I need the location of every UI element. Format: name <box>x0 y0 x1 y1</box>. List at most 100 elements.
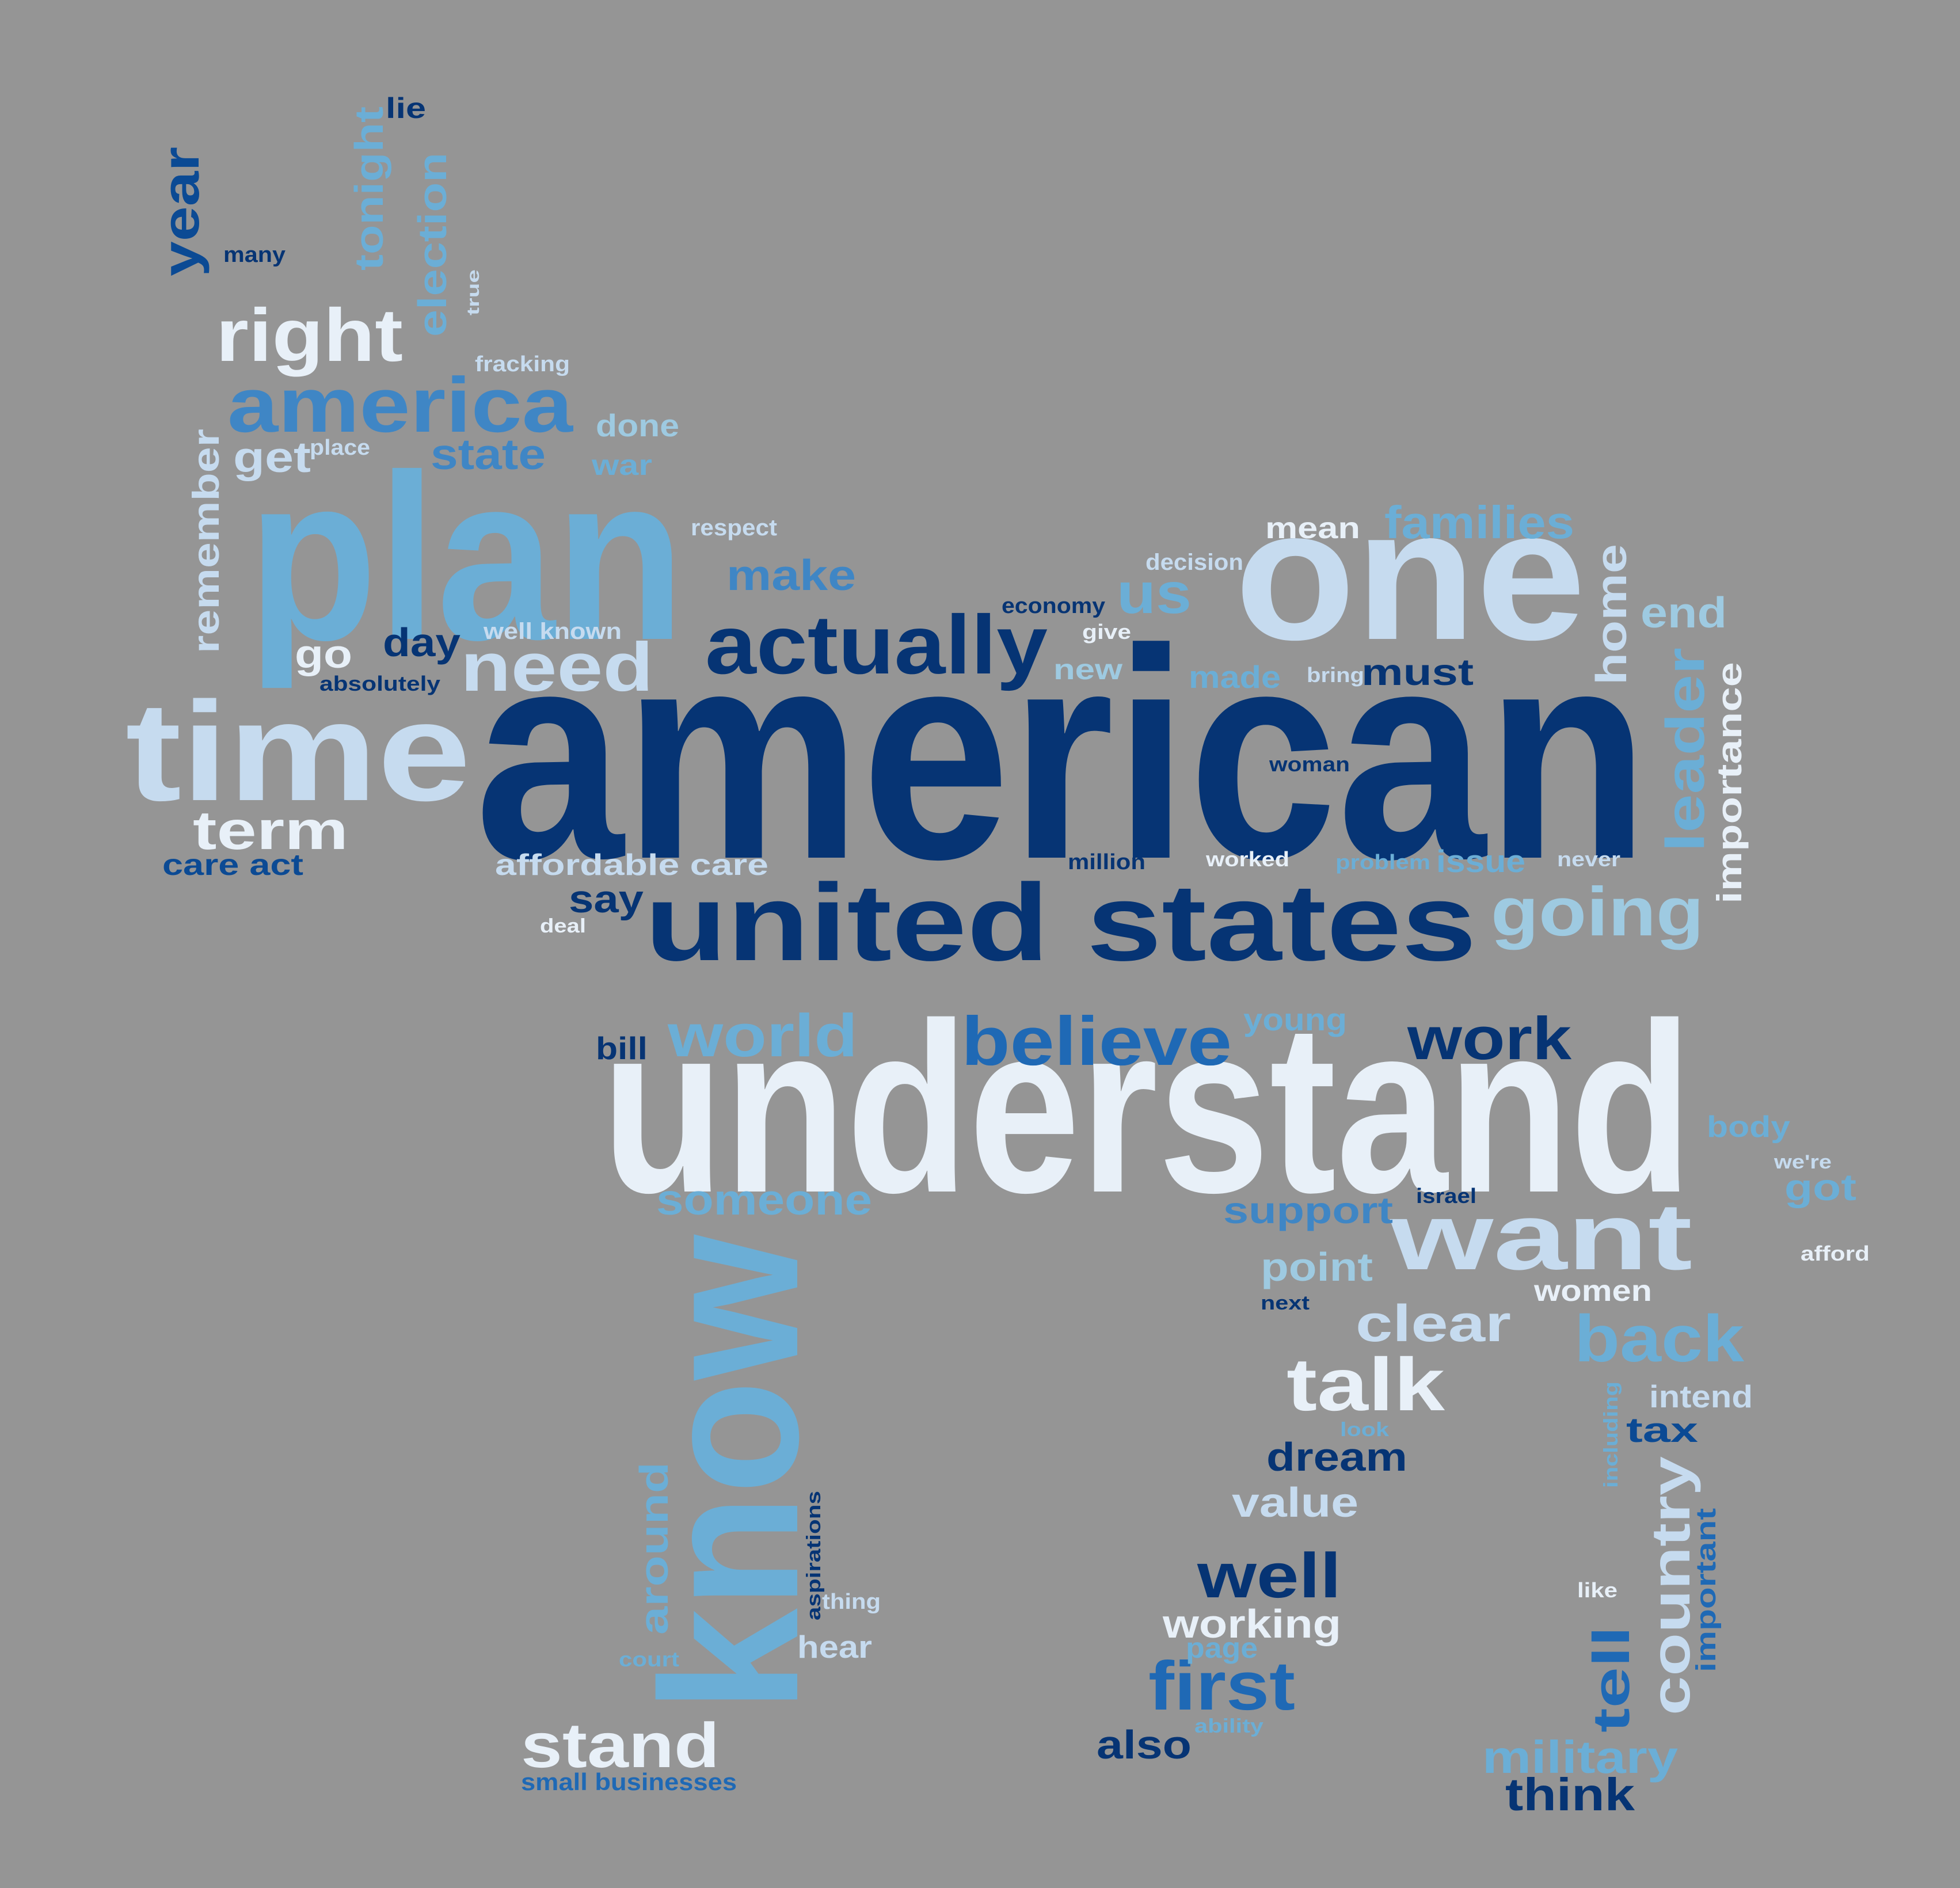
cloud-word-woman: woman <box>1269 752 1350 776</box>
cloud-word-say: say <box>569 877 644 921</box>
cloud-word-place: place <box>310 436 370 460</box>
cloud-word-we-re: we're <box>1773 1151 1832 1173</box>
cloud-word-one: one <box>1235 470 1586 679</box>
cloud-word-well: well <box>1197 1540 1341 1611</box>
cloud-word-decision: decision <box>1145 550 1243 575</box>
cloud-word-care-act: care act <box>162 848 303 882</box>
cloud-word-million: million <box>1068 850 1145 874</box>
cloud-word-right: right <box>216 293 403 377</box>
cloud-word-dream: dream <box>1266 1434 1407 1479</box>
cloud-word-israel: israel <box>1416 1184 1476 1208</box>
cloud-word-back: back <box>1574 1302 1745 1376</box>
cloud-word-mean: mean <box>1265 512 1360 545</box>
cloud-word-year: year <box>153 147 210 276</box>
cloud-word-small-businesses: small businesses <box>521 1768 737 1795</box>
cloud-word-time: time <box>125 672 471 830</box>
cloud-word-give: give <box>1082 620 1131 644</box>
cloud-word-tonight: tonight <box>347 106 391 271</box>
cloud-word-got: got <box>1784 1166 1856 1208</box>
cloud-word-hear: hear <box>797 1629 872 1665</box>
cloud-word-work: work <box>1407 1005 1572 1072</box>
cloud-word-value: value <box>1232 1480 1358 1526</box>
cloud-word-next: next <box>1261 1292 1310 1314</box>
cloud-word-young: young <box>1243 1002 1347 1037</box>
cloud-word-term: term <box>193 800 348 861</box>
cloud-word-look: look <box>1340 1419 1389 1441</box>
cloud-word-worked: worked <box>1205 847 1289 871</box>
cloud-word-around: around <box>631 1462 676 1635</box>
cloud-word-america: america <box>227 361 573 448</box>
cloud-word-actually: actually <box>705 598 1048 691</box>
cloud-word-economy: economy <box>1002 594 1105 618</box>
cloud-word-need: need <box>460 629 653 706</box>
cloud-word-day: day <box>383 620 460 665</box>
cloud-word-problem: problem <box>1335 850 1430 874</box>
cloud-word-tax: tax <box>1626 1411 1698 1449</box>
cloud-word-body: body <box>1707 1110 1790 1144</box>
cloud-word-fracking: fracking <box>475 352 570 376</box>
cloud-word-going: going <box>1491 873 1704 950</box>
cloud-word-support: support <box>1223 1189 1393 1231</box>
cloud-word-plan: plan <box>248 425 685 691</box>
cloud-word-go: go <box>295 631 352 676</box>
cloud-word-believe: believe <box>961 1003 1232 1080</box>
cloud-word-affordable-care: affordable care <box>495 848 768 882</box>
cloud-word-must: must <box>1361 651 1474 693</box>
cloud-word-point: point <box>1261 1244 1373 1289</box>
cloud-word-court: court <box>619 1647 679 1671</box>
cloud-word-country: country <box>1641 1456 1702 1715</box>
cloud-word-working: working <box>1162 1601 1341 1646</box>
cloud-word-also: also <box>1097 1722 1192 1767</box>
cloud-word-home: home <box>1587 544 1635 685</box>
cloud-word-make: make <box>726 551 856 599</box>
cloud-word-know: know <box>621 1234 839 1712</box>
cloud-word-world: world <box>667 1002 858 1069</box>
cloud-word-respect: respect <box>691 515 777 540</box>
cloud-word-leader: leader <box>1655 648 1716 852</box>
cloud-word-page: page <box>1186 1632 1258 1664</box>
cloud-word-first: first <box>1148 1647 1295 1725</box>
cloud-word-like: like <box>1577 1578 1618 1602</box>
cloud-word-important: important <box>1691 1508 1722 1672</box>
cloud-word-tell: tell <box>1583 1626 1641 1733</box>
cloud-word-state: state <box>431 430 546 478</box>
cloud-word-intend: intend <box>1649 1379 1753 1414</box>
cloud-word-understand: understand <box>602 973 1692 1243</box>
cloud-word-never: never <box>1557 847 1620 871</box>
cloud-word-military: military <box>1482 1731 1679 1783</box>
cloud-word-bill: bill <box>596 1030 648 1066</box>
cloud-word-ability: ability <box>1194 1715 1263 1737</box>
cloud-word-election: election <box>410 153 455 337</box>
cloud-word-many: many <box>223 243 286 267</box>
cloud-word-true: true <box>464 269 483 315</box>
cloud-word-made: made <box>1189 659 1281 695</box>
cloud-word-deal: deal <box>540 915 586 937</box>
cloud-word-new: new <box>1053 653 1122 686</box>
cloud-word-united-states: united states <box>645 862 1476 984</box>
cloud-word-clear: clear <box>1356 1295 1511 1353</box>
cloud-word-end: end <box>1641 588 1727 637</box>
cloud-word-war: war <box>591 449 652 481</box>
cloud-word-afford: afford <box>1801 1242 1870 1265</box>
cloud-word-issue: issue <box>1436 843 1525 879</box>
cloud-word-thing: thing <box>822 1590 881 1614</box>
cloud-word-stand: stand <box>521 1710 720 1781</box>
cloud-word-get: get <box>233 433 311 481</box>
cloud-word-aspirations: aspirations <box>803 1491 825 1620</box>
cloud-word-families: families <box>1384 497 1574 548</box>
cloud-word-including: including <box>1600 1381 1622 1488</box>
cloud-word-lie: lie <box>386 92 426 124</box>
cloud-word-remember: remember <box>185 429 227 653</box>
cloud-word-done: done <box>596 408 679 443</box>
cloud-word-well-known: well known <box>483 619 622 644</box>
cloud-word-importance: importance <box>1710 662 1749 904</box>
cloud-word-someone: someone <box>656 1175 872 1224</box>
cloud-word-think: think <box>1505 1769 1635 1820</box>
cloud-word-talk: talk <box>1287 1342 1445 1426</box>
cloud-word-us: us <box>1117 561 1192 626</box>
cloud-word-women: women <box>1533 1274 1652 1308</box>
cloud-word-american: american <box>475 587 1649 922</box>
cloud-word-bring: bring <box>1307 663 1364 687</box>
cloud-word-want: want <box>1390 1183 1692 1289</box>
